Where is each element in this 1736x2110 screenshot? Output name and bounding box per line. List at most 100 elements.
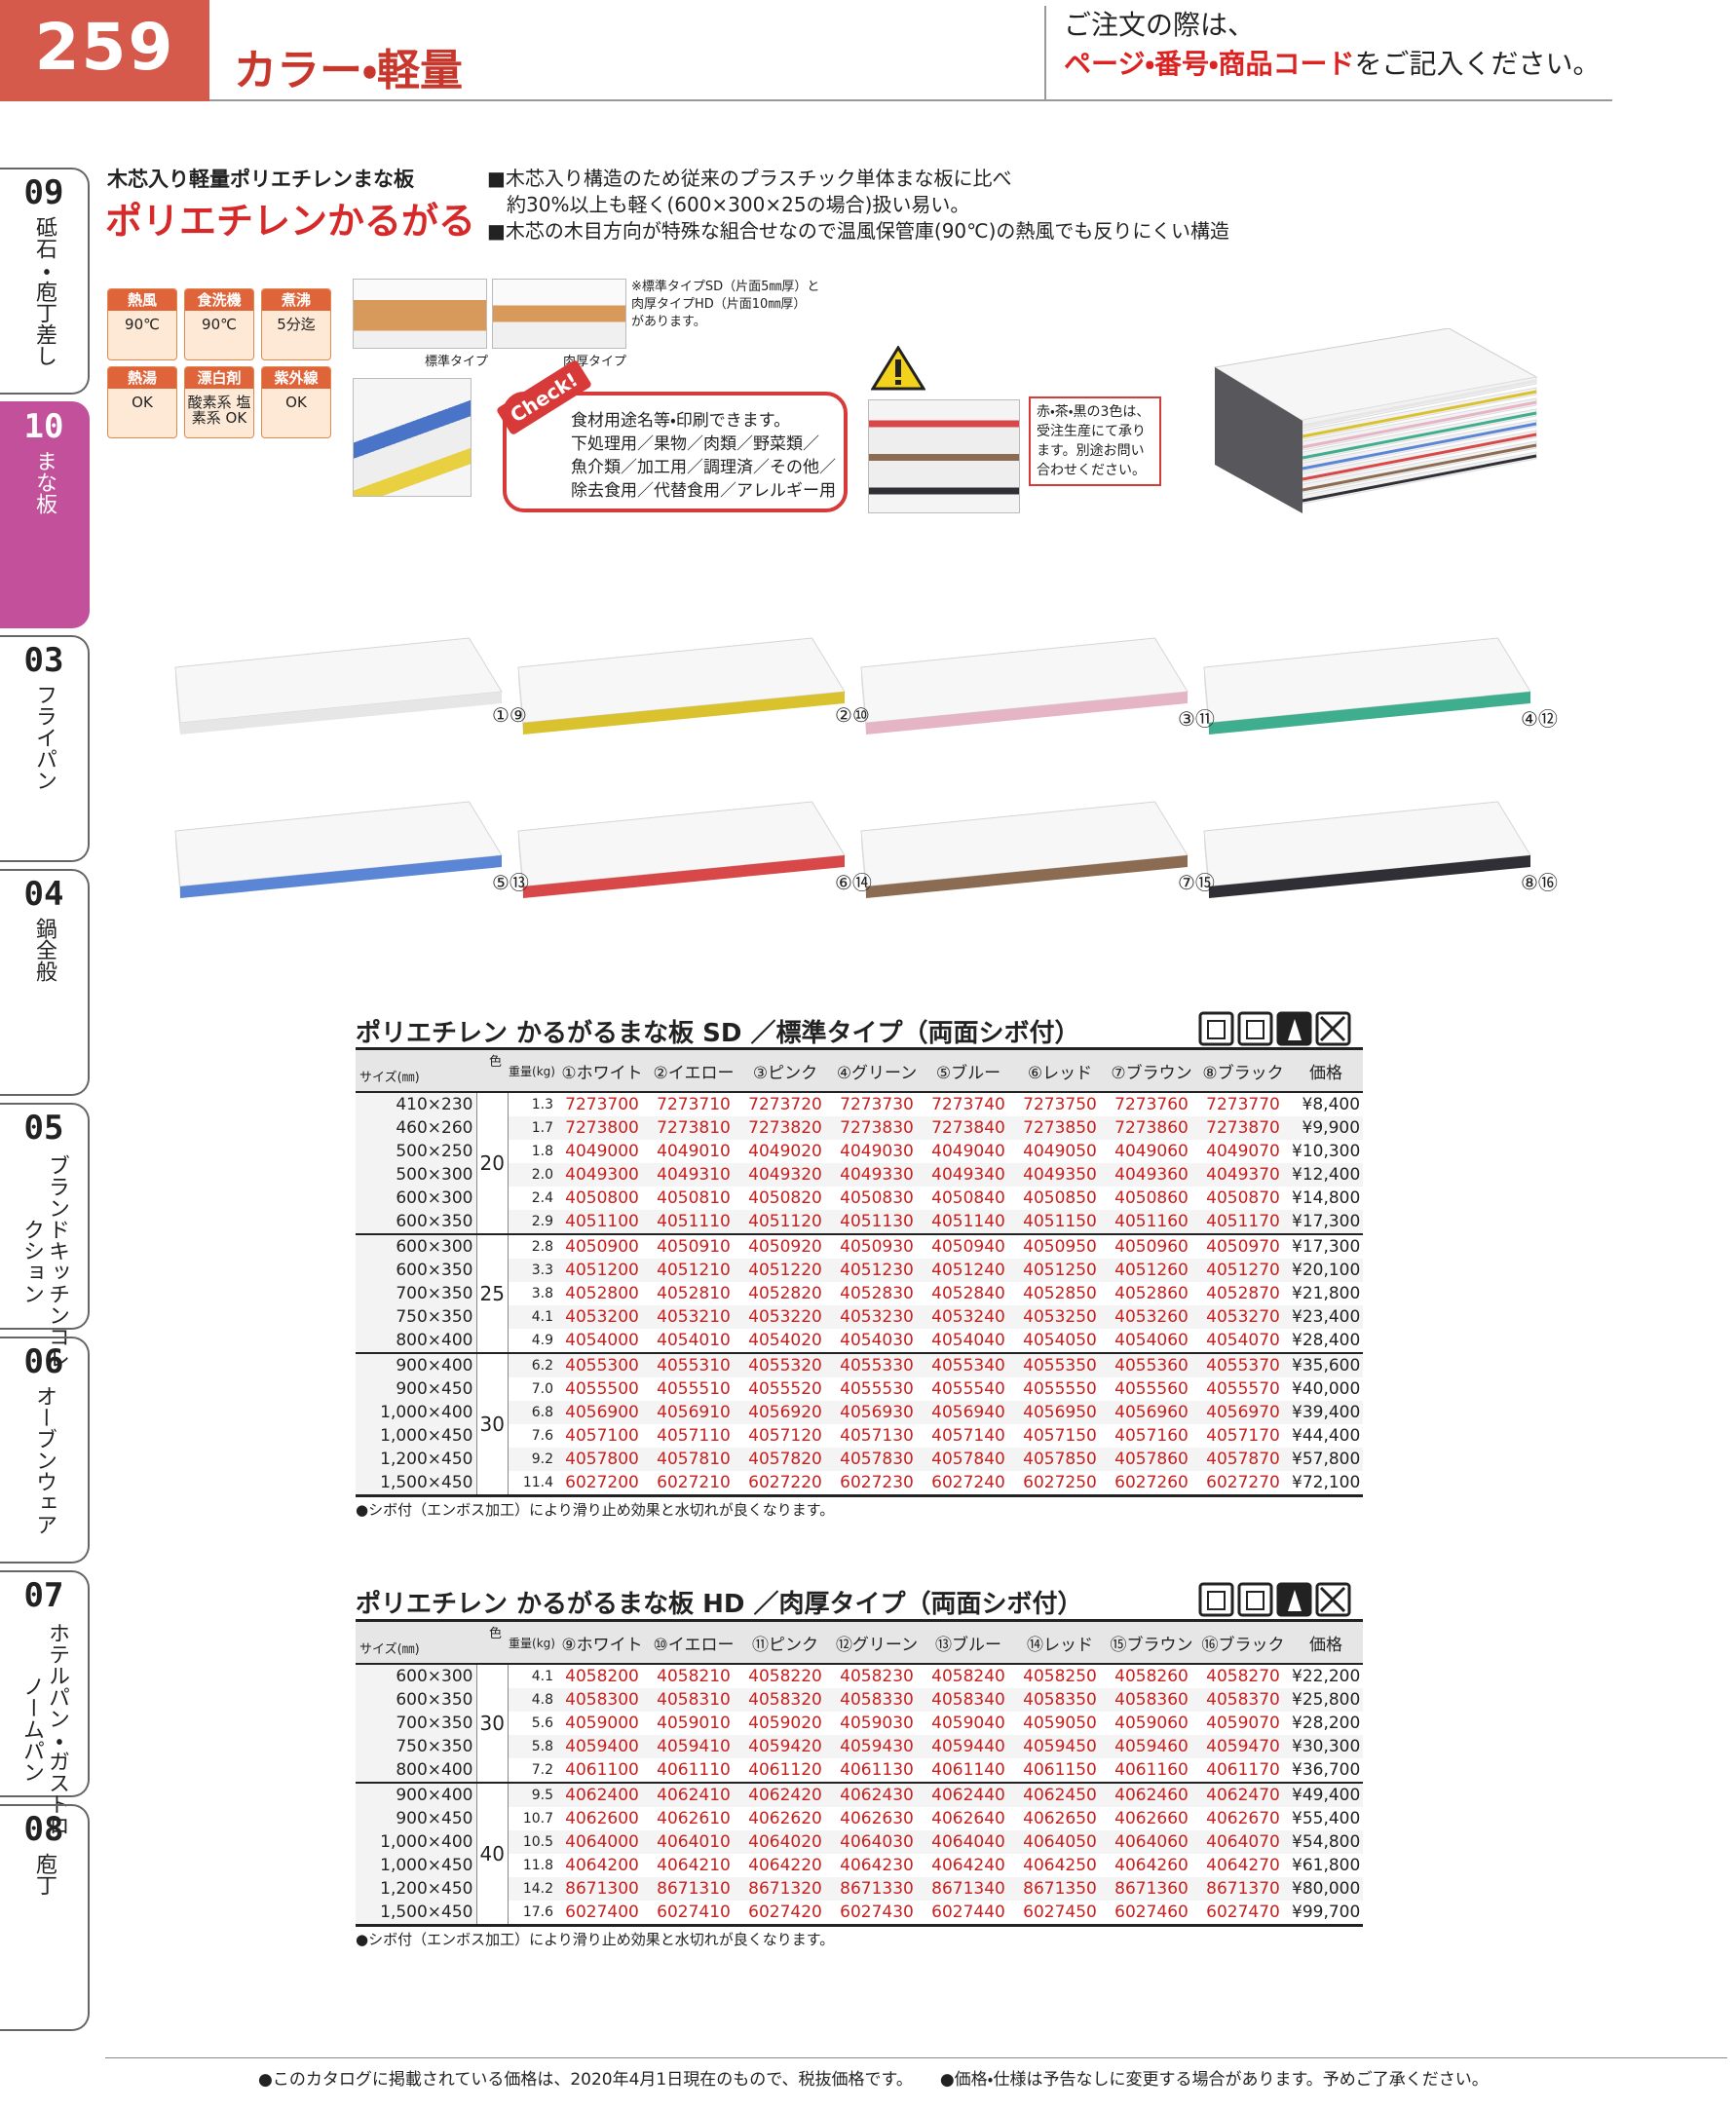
header-color: 色 <box>489 1055 503 1070</box>
spec-icon <box>1237 1582 1273 1617</box>
table-row: 900×400 40 9.5 4062400 4062410 4062420 4062430… <box>356 1782 1364 1926</box>
header-color-name: ⑮ブラウン <box>1106 1620 1198 1665</box>
tab-number: 06 <box>23 1342 64 1381</box>
product-code: 4058330 <box>831 1688 924 1712</box>
header-price: 価格 <box>1289 1048 1364 1093</box>
order-note: 赤・茶・黒の3色は、 受注生産にて承り ます。別途お問い 合わせください。 <box>1029 396 1161 486</box>
product-code: 4057130 <box>840 1426 914 1446</box>
product-code: 8671310 <box>648 1877 740 1901</box>
size: 750×350 <box>356 1305 476 1329</box>
product-code: 4058210 <box>657 1667 731 1686</box>
notice-text: をご記入ください。 <box>1354 48 1601 80</box>
product-code: 4057160 <box>1114 1426 1189 1446</box>
table-row: 1,500×450 17.6 6027400 6027410 6027420 602743… <box>356 1901 1363 1926</box>
order-note-line: 受注生産にて承り <box>1037 424 1146 439</box>
thickness: 25 <box>475 1233 509 1353</box>
badge-label: 漂白剤 <box>185 367 253 389</box>
board <box>517 801 846 898</box>
product-code: 4055310 <box>648 1352 740 1377</box>
product-code: 7273810 <box>648 1116 740 1140</box>
product-code: 4061140 <box>931 1760 1005 1780</box>
feature-line: 約30%以上も軽く(600×300×25の場合)扱い易い。 <box>487 193 970 216</box>
price: ¥49,400 <box>1289 1782 1364 1807</box>
board-edge <box>180 692 502 735</box>
weight: 17.6 <box>522 1904 554 1920</box>
product-code: 7273700 <box>565 1095 639 1114</box>
photo-thick <box>492 279 626 349</box>
notice-line: ご注文の際は、 <box>1064 9 1256 41</box>
product-code: 4057870 <box>1197 1448 1290 1471</box>
product-code: 4062400 <box>556 1782 649 1807</box>
header-color-name: ⑦ブラウン <box>1106 1048 1198 1093</box>
size: 600×350 <box>356 1210 476 1234</box>
weight: 3.3 <box>508 1259 557 1282</box>
price: ¥12,400 <box>1289 1163 1364 1187</box>
weight: 1.8 <box>531 1144 554 1159</box>
spec-table: 色サイズ(㎜) 重量(kg) ①ホワイト ②イエロー ③ピンク ④グリーン ⑤ブルー ⑥レッド… <box>356 1047 1364 1497</box>
product-code: 4059050 <box>1023 1714 1097 1733</box>
product-code: 8671320 <box>739 1877 832 1901</box>
product-code: 4050960 <box>1106 1233 1198 1259</box>
tab-number: 08 <box>23 1810 64 1849</box>
board-edge <box>523 692 845 735</box>
weight: 3.8 <box>531 1286 554 1301</box>
side-tab: 10 まな板 <box>0 401 90 628</box>
board <box>174 801 503 898</box>
header-row: 色サイズ(㎜) 重量(kg) ⑨ホワイト ⑩イエロー ⑪ピンク ⑫グリーン ⑬ブルー ⑭レッド… <box>356 1620 1364 1665</box>
stack-stripe <box>1302 400 1537 449</box>
product-code: 4052860 <box>1114 1284 1189 1303</box>
product-code: 4051160 <box>1106 1210 1198 1234</box>
product-code: 8671340 <box>923 1877 1015 1901</box>
stack-stripe <box>1302 433 1537 481</box>
product-code: 4059030 <box>840 1714 914 1733</box>
table-row: 600×300 25 2.8 4050900 4050910 4050920 4050930… <box>356 1233 1364 1353</box>
image-caption: 標準タイプ <box>425 355 489 369</box>
product-code: 4053220 <box>739 1305 832 1329</box>
product-code: 4056940 <box>923 1401 1015 1424</box>
product-code: 4054000 <box>565 1331 639 1350</box>
product-code: 4053200 <box>556 1305 649 1329</box>
product-code: 6027250 <box>1023 1473 1097 1492</box>
header-price: 価格 <box>1289 1620 1364 1665</box>
header-color-name: ⑯ブラック <box>1197 1620 1290 1665</box>
product-code: 4062450 <box>1014 1782 1107 1807</box>
badge-value: 90℃ <box>125 316 160 333</box>
warning-icon <box>871 346 925 391</box>
table-row: 600×300 30 4.1 4058200 4058210 4058220 4058230… <box>356 1664 1363 1783</box>
notice-line: ページ・番号・商品コードをご記入ください。 <box>1064 45 1613 84</box>
product-code: 4061120 <box>748 1760 822 1780</box>
product-code: 4050910 <box>648 1233 740 1259</box>
product-code: 4056900 <box>556 1401 649 1424</box>
product-code: 4050930 <box>831 1233 924 1259</box>
price: ¥35,600 <box>1289 1352 1364 1377</box>
check-line: 魚介類／加工用／調理済／その他／ <box>571 458 836 477</box>
product-code: 4054020 <box>748 1331 822 1350</box>
product-code: 4058220 <box>748 1667 822 1686</box>
badge-value: OK <box>285 394 307 411</box>
product-code: 4055560 <box>1114 1379 1189 1399</box>
product-code: 4051170 <box>1197 1210 1290 1234</box>
product-code: 8671330 <box>831 1877 924 1901</box>
weight: 9.5 <box>508 1782 557 1807</box>
size: 700×350 <box>356 1282 476 1305</box>
product-code: 6027400 <box>565 1903 639 1922</box>
price: ¥17,300 <box>1289 1210 1364 1234</box>
product-code: 6027220 <box>748 1473 822 1492</box>
order-note-line: ます。別途お問い <box>1037 443 1145 459</box>
board-label: ④⑫ <box>1521 707 1558 731</box>
board <box>860 801 1189 898</box>
table-row: 800×400 7.2 4061100 4061110 4061120 4061130 40… <box>356 1758 1363 1783</box>
size: 1,000×450 <box>356 1854 476 1877</box>
weight: 11.4 <box>522 1475 554 1490</box>
product-code: 4059460 <box>1106 1735 1198 1758</box>
product-code: 4064060 <box>1106 1830 1198 1854</box>
product-code: 4049010 <box>657 1142 731 1161</box>
product-code: 4054030 <box>840 1331 914 1350</box>
product-code: 4057800 <box>556 1448 649 1471</box>
table-row: 500×250 1.8 4049000 4049010 4049020 4049030 40… <box>356 1140 1363 1163</box>
board-side <box>518 831 523 898</box>
product-code: 4050860 <box>1114 1188 1189 1208</box>
product-code: 4058300 <box>556 1688 649 1712</box>
spec-icon <box>1198 1011 1234 1046</box>
product-code: 7273850 <box>1014 1116 1107 1140</box>
